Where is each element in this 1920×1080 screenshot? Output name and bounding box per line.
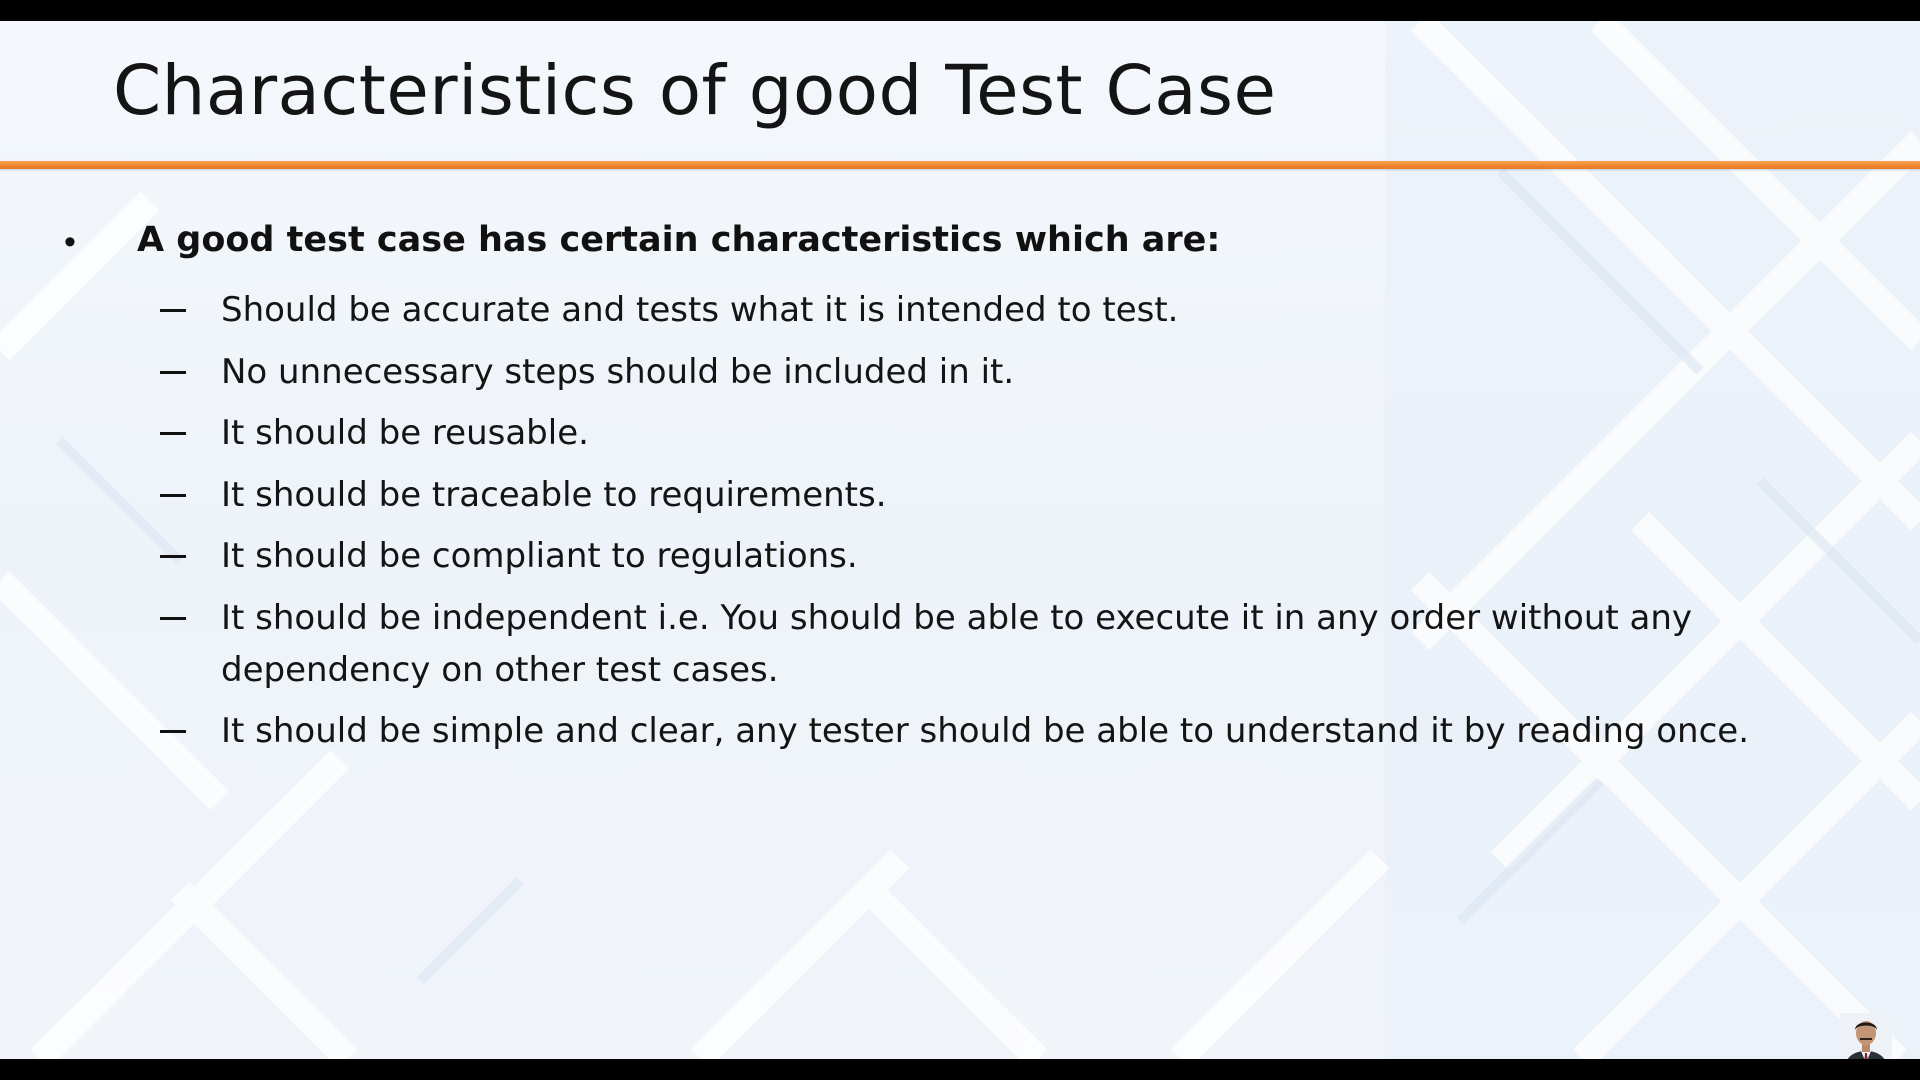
list-item-text: It should be reusable. [221, 413, 589, 453]
list-item-text: It should be independent i.e. You should… [221, 598, 1693, 690]
dash-icon [160, 730, 186, 733]
list-item-text: It should be compliant to regulations. [221, 536, 858, 576]
bullet-icon: • [64, 223, 76, 261]
dash-icon [160, 432, 186, 435]
title-underline [0, 161, 1920, 169]
dash-icon [160, 555, 186, 558]
list-item-text: It should be traceable to requirements. [221, 475, 887, 515]
slide-title: Characteristics of good Test Case [113, 51, 1277, 131]
list-item-text: No unnecessary steps should be included … [221, 352, 1015, 392]
lead-bullet-text: A good test case has certain characteris… [137, 220, 1221, 260]
dash-icon [160, 494, 186, 497]
dash-icon [160, 371, 186, 374]
list-item-text: It should be simple and clear, any teste… [221, 711, 1750, 751]
list-item-text: Should be accurate and tests what it is … [221, 290, 1179, 330]
background-diamond-pattern [0, 21, 1920, 1059]
dash-icon [160, 309, 186, 312]
presenter-avatar-icon [1840, 1013, 1892, 1059]
slide: Characteristics of good Test Case • A go… [0, 21, 1920, 1059]
dash-icon [160, 617, 186, 620]
